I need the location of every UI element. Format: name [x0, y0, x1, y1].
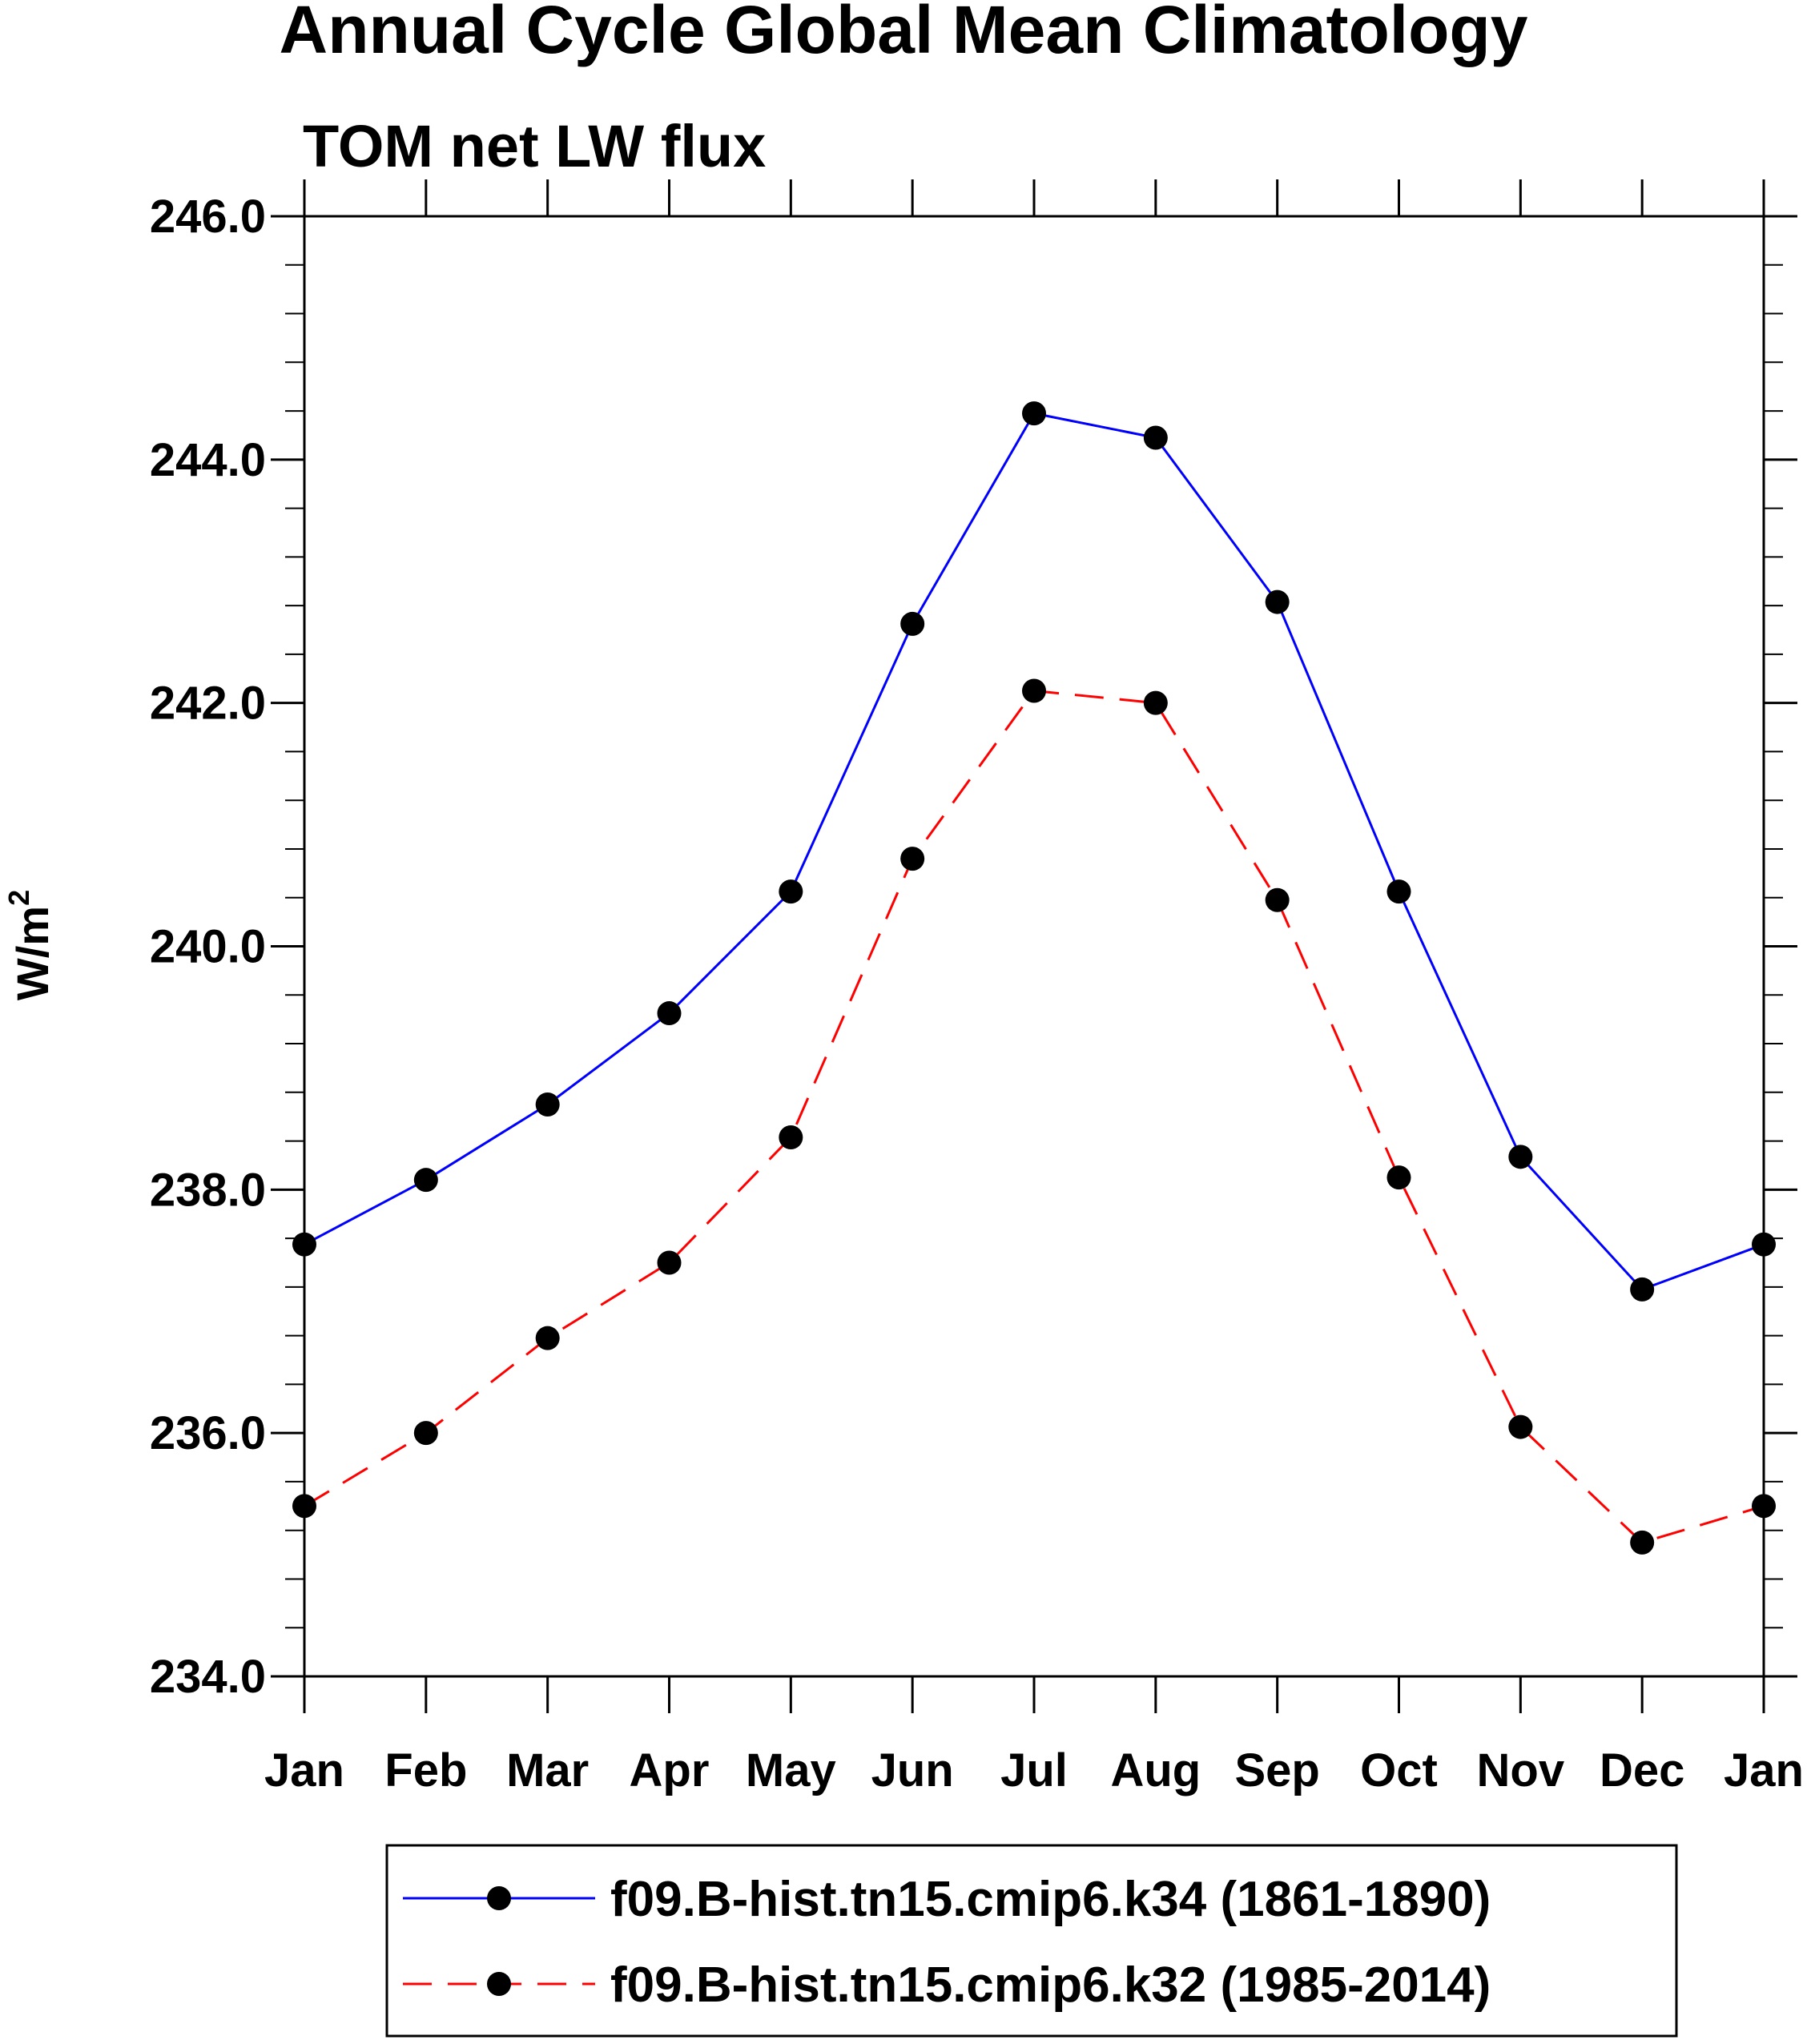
y-axis-label-superscript: 2 — [2, 890, 35, 906]
legend: f09.B-hist.tn15.cmip6.k34 (1861-1890) f09… — [385, 1844, 1678, 2038]
series-2-point — [1508, 1414, 1533, 1439]
series-2-point — [900, 847, 925, 871]
svg-text:W/m2: W/m2 — [2, 890, 58, 1000]
plot-frame — [303, 215, 1765, 1678]
y-tick-label: 236.0 — [150, 1407, 266, 1459]
legend-marker-1 — [487, 1886, 511, 1910]
chart-subtitle: TOM net LW flux — [303, 113, 766, 179]
legend-marker-2 — [487, 1972, 511, 1996]
y-tick-label: 242.0 — [150, 678, 266, 730]
y-axis-label-text: W/m — [7, 906, 58, 1000]
x-tick-label: Jan — [1724, 1744, 1804, 1797]
series-2-point — [1386, 1165, 1411, 1190]
legend-label-1: f09.B-hist.tn15.cmip6.k34 (1861-1890) — [610, 1872, 1491, 1927]
x-tick-label: Sep — [1234, 1744, 1319, 1797]
x-tick-label: Aug — [1110, 1744, 1201, 1797]
series-1-point — [1143, 425, 1168, 450]
legend-label-2: f09.B-hist.tn15.cmip6.k32 (1985-2014) — [610, 1957, 1491, 2013]
y-tick-label: 234.0 — [150, 1651, 266, 1703]
x-tick-label: Jan — [264, 1744, 344, 1797]
series-2-point — [535, 1326, 560, 1350]
series-2-point — [1265, 887, 1290, 912]
series-1-point — [1265, 589, 1290, 614]
series-1-point — [779, 879, 803, 904]
series-1-point — [413, 1168, 438, 1193]
x-tick-label: Dec — [1600, 1744, 1684, 1797]
y-tick-label: 238.0 — [150, 1164, 266, 1216]
y-axis-label: W/m2 — [2, 890, 58, 1000]
axes: 234.0 236.0 238.0 240.0 242.0 244.0 246.0 Jan Fe… — [150, 179, 1804, 1797]
series-2-point — [1630, 1530, 1655, 1555]
x-tick-label: Feb — [384, 1744, 467, 1797]
series-2-point — [657, 1250, 682, 1275]
series-2-point — [1022, 678, 1046, 703]
y-tick-label: 244.0 — [150, 434, 266, 486]
series-layer — [292, 401, 1776, 1555]
x-tick-label: Apr — [630, 1744, 710, 1797]
legend-box — [385, 1844, 1678, 2038]
x-tick-label: Nov — [1477, 1744, 1565, 1797]
series-1-point — [900, 611, 925, 636]
x-tick-label: May — [746, 1744, 836, 1797]
x-tick-label: Jun — [871, 1744, 954, 1797]
series-2-point — [413, 1421, 438, 1446]
x-tick-label: Oct — [1360, 1744, 1438, 1797]
series-1-point — [657, 1001, 682, 1026]
series-line-1 — [304, 412, 1765, 1291]
series-1-point — [1386, 879, 1411, 904]
series-1-point — [1022, 401, 1046, 426]
series-1-point — [1508, 1145, 1533, 1169]
series-line-2 — [304, 689, 1765, 1544]
x-tick-label: Jul — [1000, 1744, 1068, 1797]
series-1-point — [535, 1092, 560, 1117]
x-tick-label: Mar — [506, 1744, 589, 1797]
series-2-point — [779, 1125, 803, 1150]
y-tick-label: 246.0 — [150, 191, 266, 243]
chart-title: Annual Cycle Global Mean Climatology — [280, 0, 1528, 67]
series-1-point — [1630, 1277, 1655, 1302]
series-2-point — [1143, 690, 1168, 715]
y-tick-label: 240.0 — [150, 921, 266, 973]
